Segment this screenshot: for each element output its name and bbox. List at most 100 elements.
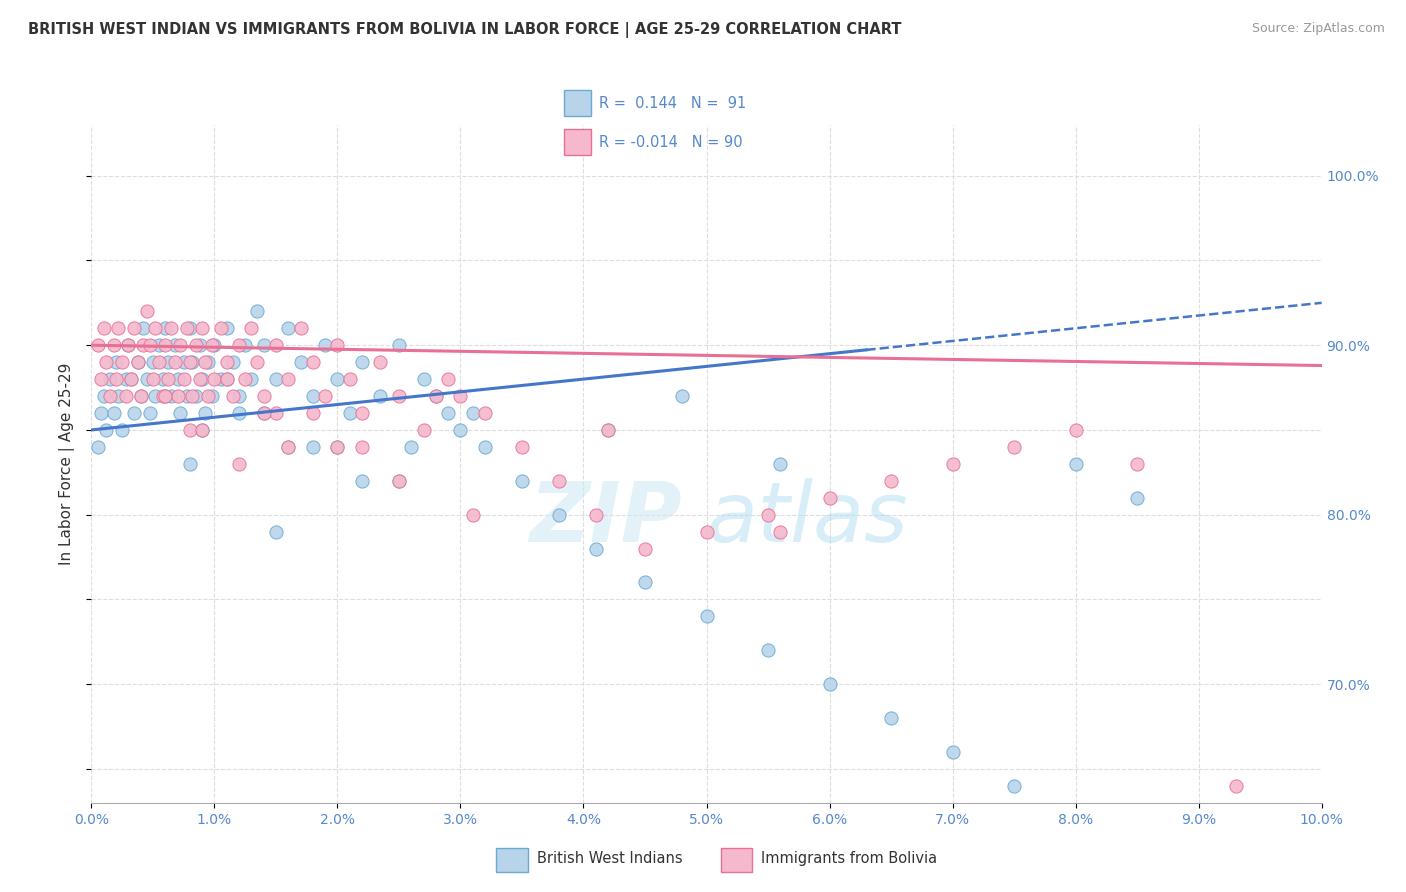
Point — [173, 372, 195, 386]
Point — [1126, 457, 1149, 471]
Point — [388, 389, 411, 403]
Point — [388, 474, 411, 488]
Point — [139, 406, 162, 420]
Point — [326, 440, 349, 454]
Point — [152, 389, 174, 403]
Point — [399, 440, 422, 454]
Point — [425, 389, 447, 403]
Point — [193, 406, 217, 420]
Point — [215, 372, 238, 386]
Point — [461, 406, 484, 420]
Point — [756, 643, 779, 657]
Point — [181, 355, 204, 369]
Point — [188, 372, 211, 386]
Point — [264, 524, 287, 539]
Point — [818, 491, 841, 505]
Point — [209, 372, 232, 386]
Point — [264, 372, 287, 386]
Point — [86, 338, 108, 352]
Point — [148, 355, 170, 369]
Point — [124, 406, 146, 420]
Point — [153, 389, 177, 403]
Point — [160, 389, 183, 403]
Point — [301, 406, 323, 420]
Point — [264, 406, 287, 420]
Point — [756, 508, 779, 522]
Point — [547, 508, 569, 522]
Point — [90, 406, 112, 420]
Point — [252, 389, 274, 403]
Point — [86, 440, 108, 454]
Point — [132, 321, 155, 335]
Point — [111, 423, 134, 437]
Point — [202, 338, 225, 352]
Point — [191, 372, 214, 386]
Point — [264, 338, 287, 352]
Point — [117, 338, 139, 352]
Y-axis label: In Labor Force | Age 25-29: In Labor Force | Age 25-29 — [59, 363, 76, 565]
Point — [634, 575, 657, 590]
Bar — [564, 129, 591, 155]
Point — [105, 355, 127, 369]
Point — [114, 389, 138, 403]
Point — [197, 355, 219, 369]
Point — [96, 423, 117, 437]
Point — [188, 338, 211, 352]
Point — [166, 389, 188, 403]
Point — [547, 474, 569, 488]
Point — [1002, 779, 1025, 793]
Point — [461, 508, 484, 522]
Point — [277, 440, 299, 454]
Text: Source: ZipAtlas.com: Source: ZipAtlas.com — [1251, 22, 1385, 36]
Point — [96, 355, 117, 369]
Point — [339, 372, 361, 386]
Point — [252, 406, 274, 420]
Point — [124, 321, 146, 335]
Bar — [564, 90, 591, 116]
Point — [277, 321, 299, 335]
Point — [90, 372, 112, 386]
Point — [152, 372, 174, 386]
Point — [252, 338, 274, 352]
Point — [107, 389, 129, 403]
Point — [769, 524, 792, 539]
Text: British West Indians: British West Indians — [537, 851, 682, 866]
Point — [769, 457, 792, 471]
Text: R =  0.144   N =  91: R = 0.144 N = 91 — [599, 95, 747, 111]
Text: atlas: atlas — [706, 477, 908, 558]
Point — [326, 372, 349, 386]
Point — [339, 406, 361, 420]
Point — [634, 541, 657, 556]
Point — [1126, 491, 1149, 505]
Point — [228, 389, 250, 403]
Point — [107, 321, 129, 335]
Point — [388, 338, 411, 352]
Point — [326, 338, 349, 352]
Point — [246, 355, 269, 369]
Point — [1225, 779, 1247, 793]
Bar — [496, 847, 527, 872]
Point — [233, 338, 256, 352]
Point — [197, 389, 219, 403]
Point — [941, 457, 963, 471]
Point — [98, 389, 121, 403]
Point — [93, 321, 115, 335]
Text: BRITISH WEST INDIAN VS IMMIGRANTS FROM BOLIVIA IN LABOR FORCE | AGE 25-29 CORREL: BRITISH WEST INDIAN VS IMMIGRANTS FROM B… — [28, 22, 901, 38]
Point — [176, 389, 198, 403]
Point — [127, 355, 149, 369]
Point — [201, 338, 224, 352]
Point — [135, 304, 157, 318]
Point — [148, 338, 170, 352]
Point — [103, 338, 125, 352]
Point — [240, 321, 263, 335]
Point — [129, 389, 152, 403]
Point — [880, 711, 903, 725]
Point — [215, 372, 238, 386]
Point — [163, 355, 186, 369]
Point — [139, 338, 162, 352]
Point — [120, 372, 142, 386]
Point — [215, 321, 238, 335]
Point — [425, 389, 447, 403]
Point — [449, 423, 471, 437]
Point — [135, 372, 157, 386]
